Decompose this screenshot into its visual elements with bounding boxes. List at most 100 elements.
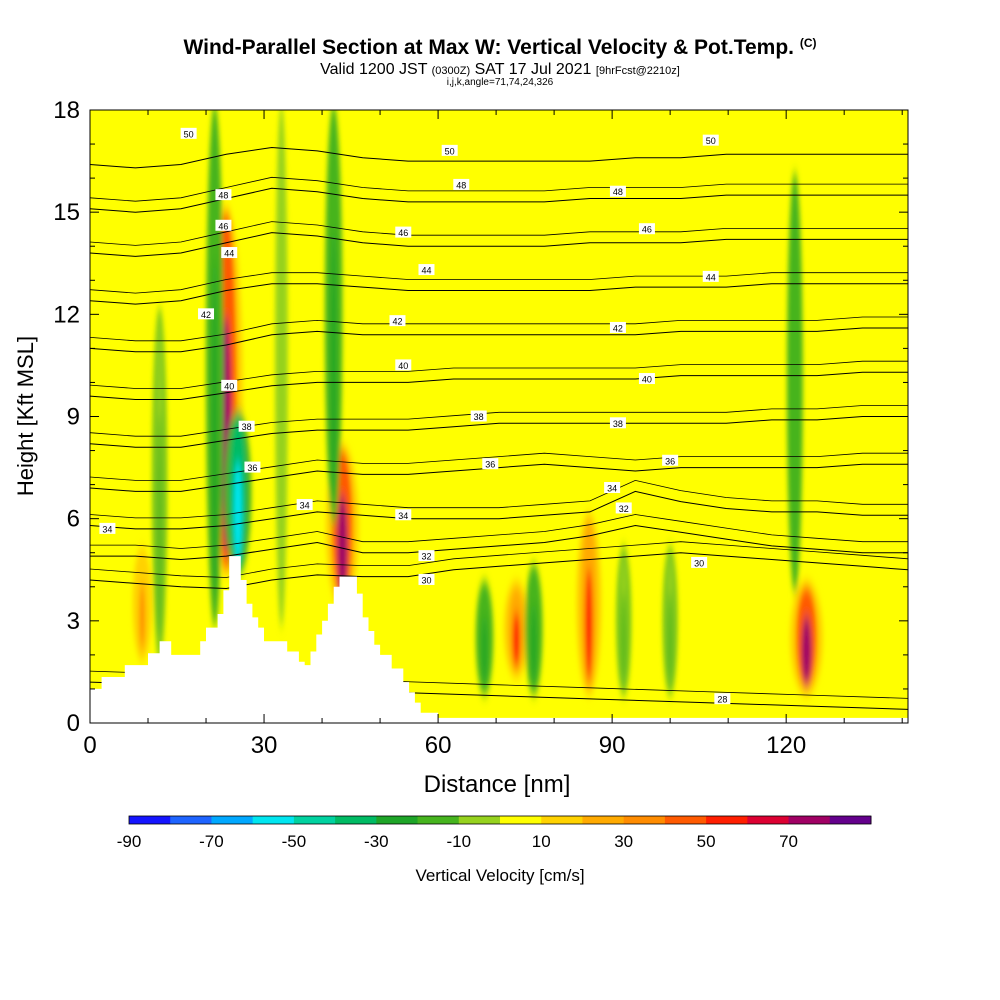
y-tick-label: 15 <box>53 199 80 226</box>
velocity-core <box>331 228 337 499</box>
colorbar-swatch <box>747 816 790 824</box>
contour-label: 38 <box>613 419 623 429</box>
theta-contour-30 <box>90 552 908 590</box>
colorbar-swatch <box>706 816 748 824</box>
contour-label-bg <box>418 550 435 562</box>
contour-label: 38 <box>242 422 252 432</box>
contour-label-bg <box>221 247 238 259</box>
colorbar-tick-label: -30 <box>364 832 389 851</box>
contour-label-bg <box>714 693 731 705</box>
theta-contour-minor <box>90 272 908 294</box>
contour-label: 32 <box>421 552 431 562</box>
contour-label-bg <box>609 185 626 197</box>
y-tick-label: 0 <box>67 710 80 737</box>
contour-label: 30 <box>694 558 704 568</box>
theta-contour-50 <box>90 146 908 169</box>
colorbar-swatch <box>623 816 666 824</box>
colorbar-swatch <box>252 816 295 824</box>
contour-label-bg <box>418 573 435 585</box>
theta-contour-40 <box>90 371 908 400</box>
colorbar-swatch <box>129 816 171 824</box>
contour-label: 42 <box>392 317 402 327</box>
velocity-core <box>139 582 145 650</box>
contour-label-bg <box>662 454 679 466</box>
contour-label-bg <box>238 420 255 432</box>
colorbar-label: Vertical Velocity [cm/s] <box>415 866 584 885</box>
colorbar-tick-label: 70 <box>779 832 798 851</box>
velocity-core <box>212 258 218 596</box>
chart-title-suffix: (C) <box>799 36 817 50</box>
colorbar-swatch <box>541 816 583 824</box>
contour-label: 36 <box>665 456 675 466</box>
contour-label-bg <box>691 556 708 568</box>
contour-label-bg <box>638 373 655 385</box>
contour-label-bg <box>389 315 406 327</box>
velocity-core <box>531 604 537 683</box>
colorbar-swatch <box>211 816 254 824</box>
terrain-mask <box>90 556 439 723</box>
colorbar-tick-label: 30 <box>614 832 633 851</box>
colorbar-tick-label: -50 <box>282 832 307 851</box>
velocity-core <box>792 296 798 567</box>
contour-label-bg <box>609 321 626 333</box>
velocity-core <box>801 616 812 684</box>
contour-label-bg <box>702 270 719 282</box>
velocity-core <box>157 413 162 638</box>
contour-label: 28 <box>717 695 727 705</box>
x-tick-label: 60 <box>425 732 452 759</box>
chart-subtitle: Valid 1200 JST (0300Z) SAT 17 Jul 2021 [… <box>0 61 1000 79</box>
y-tick-label: 3 <box>67 608 80 635</box>
contour-label: 40 <box>224 381 234 391</box>
velocity-core <box>512 611 521 668</box>
contour-label-bg <box>615 502 632 514</box>
field-features <box>132 110 824 695</box>
contour-label: 32 <box>619 504 629 514</box>
x-axis-label: Distance [nm] <box>424 771 571 798</box>
colorbar-swatch <box>376 816 419 824</box>
colorbar-tick-label: 10 <box>532 832 551 851</box>
chart-title-text: Wind-Parallel Section at Max W: Vertical… <box>183 36 794 59</box>
contour-label-bg <box>221 379 238 391</box>
velocity-core <box>279 258 284 596</box>
contour-label: 34 <box>300 501 310 511</box>
contour-label-bg <box>441 144 458 156</box>
contour-label-bg <box>604 482 621 494</box>
contour-label: 46 <box>218 221 228 231</box>
colorbar-swatch <box>293 816 336 824</box>
contour-label-bg <box>395 509 412 521</box>
contour-label-bg <box>453 178 470 190</box>
colorbar-swatch <box>582 816 625 824</box>
colorbar-swatch <box>829 816 872 824</box>
section-params: i,j,k,angle=71,74,24,326 <box>446 77 554 88</box>
contour-label: 42 <box>613 323 623 333</box>
velocity-core <box>621 592 626 683</box>
contour-label: 50 <box>184 129 194 139</box>
velocity-core <box>585 568 593 681</box>
contour-label: 48 <box>218 191 228 201</box>
contour-label-bg <box>395 359 412 371</box>
contour-label: 44 <box>706 272 716 282</box>
forecast-info: [9hrFcst@2210z] <box>595 65 680 77</box>
colorbar-tick-label: -90 <box>117 832 142 851</box>
colorbar: -90 -70 -50 -30 -10 10 30 50 70 <box>117 815 872 851</box>
contour-label-bg <box>395 226 412 238</box>
colorbar-swatch <box>170 816 212 824</box>
valid-time-utc: (0300Z) <box>431 65 471 77</box>
x-tick-label: 120 <box>766 732 806 759</box>
theta-contour-44 <box>90 283 908 305</box>
colorbar-swatch <box>500 816 542 824</box>
theta-contour-minor <box>90 176 908 202</box>
contour-label: 36 <box>485 460 495 470</box>
contour-label: 34 <box>607 484 617 494</box>
contour-label-bg <box>244 461 261 473</box>
theta-contour-32 <box>90 524 908 561</box>
colorbar-tick-label: -10 <box>446 832 471 851</box>
y-tick-label: 6 <box>67 506 80 533</box>
y-axis-label: Height [Kft MSL] <box>13 336 38 496</box>
theta-contour-38 <box>90 416 908 448</box>
colorbar-frame <box>128 815 872 825</box>
contour-label: 46 <box>398 228 408 238</box>
theta-contour-minor <box>90 316 908 342</box>
